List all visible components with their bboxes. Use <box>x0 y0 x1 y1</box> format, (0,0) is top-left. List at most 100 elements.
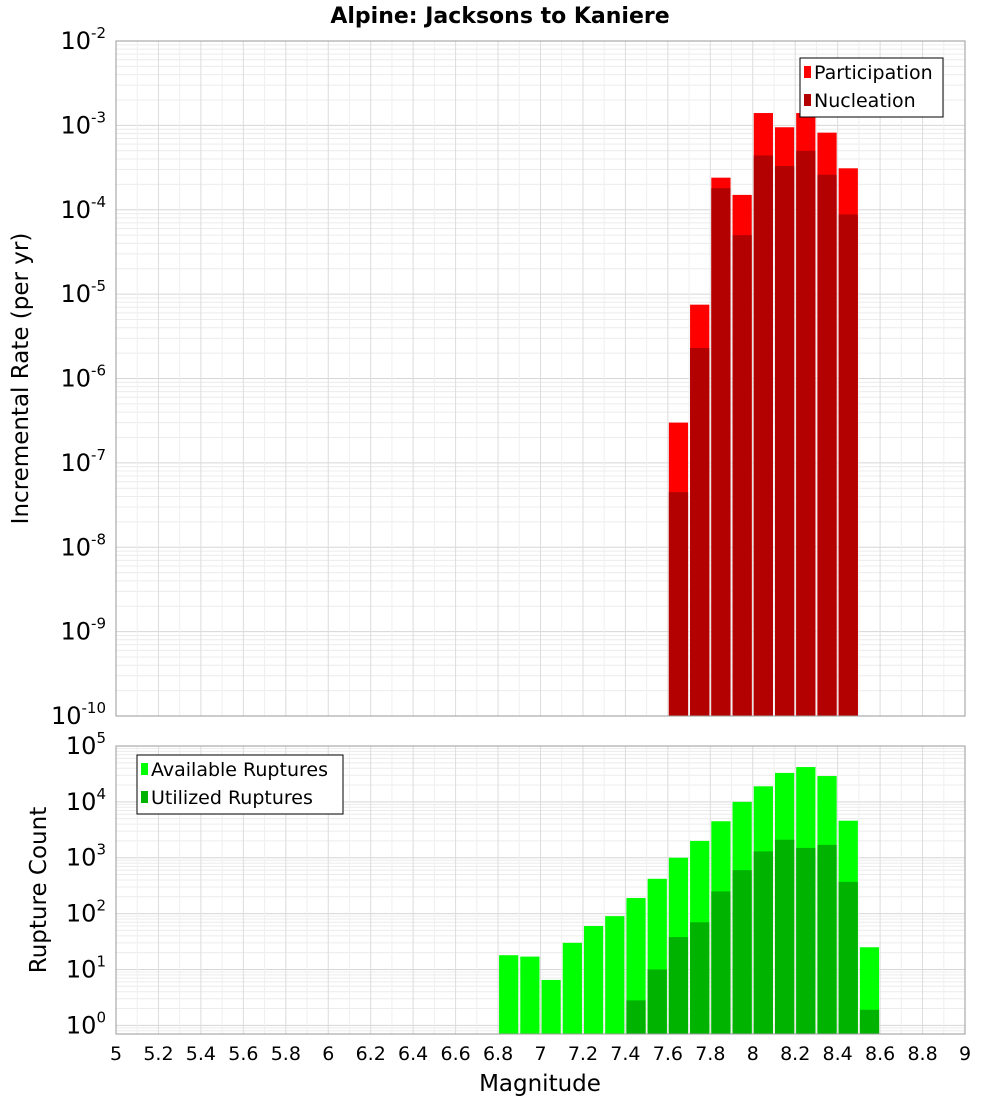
x-tick-label: 6.4 <box>398 1043 428 1065</box>
bar-utilized-ruptures <box>796 847 816 1034</box>
plot-border <box>115 40 966 717</box>
y-tick-base: 10 <box>60 27 91 55</box>
bar-utilized-ruptures <box>647 969 667 1034</box>
plot-border <box>115 745 966 1035</box>
y-tick-exponent: 0 <box>96 1008 106 1026</box>
legend-label: Utilized Ruptures <box>151 787 313 809</box>
bar-available-ruptures <box>499 955 519 1034</box>
x-tick-label: 5.6 <box>228 1043 258 1065</box>
bar-utilized-ruptures <box>668 937 689 1034</box>
y-tick-base: 10 <box>66 955 97 983</box>
x-tick-label: 8.4 <box>823 1043 853 1065</box>
x-tick-label: 9 <box>959 1043 971 1065</box>
bar-available-ruptures <box>562 942 582 1034</box>
legend-box <box>799 57 944 118</box>
bar-nucleation <box>774 166 795 717</box>
x-tick-label: 8.6 <box>865 1043 895 1065</box>
x-tick-label: 6 <box>322 1043 334 1065</box>
y-tick-label: 10-3 <box>60 108 106 139</box>
y-tick-exponent: 4 <box>96 785 106 803</box>
x-tick-label: 7 <box>534 1043 546 1065</box>
bar-nucleation <box>732 235 752 716</box>
y-tick-label: 100 <box>66 1008 106 1039</box>
x-tick-label: 8 <box>747 1043 759 1065</box>
y-tick-base: 10 <box>51 702 82 730</box>
y-tick-exponent: 1 <box>96 952 106 970</box>
y-tick-base: 10 <box>66 1011 97 1039</box>
y-tick-exponent: 5 <box>96 729 106 747</box>
y-axis-label: Incremental Rate (per yr) <box>8 233 34 525</box>
bar-nucleation <box>753 155 773 716</box>
y-tick-base: 10 <box>66 844 97 872</box>
y-tick-base: 10 <box>60 196 91 224</box>
x-tick-label: 7.8 <box>695 1043 725 1065</box>
bar-utilized-ruptures <box>732 870 752 1034</box>
y-tick-label: 102 <box>66 897 106 928</box>
legend-swatch <box>141 763 148 775</box>
bar-available-ruptures <box>541 979 561 1034</box>
bar-utilized-ruptures <box>711 891 731 1034</box>
y-tick-exponent: -10 <box>82 699 107 717</box>
legend-label: Available Ruptures <box>151 759 328 781</box>
x-axis-label: Magnitude <box>479 1071 601 1097</box>
plot-panel-1: 10-1010-910-810-710-610-510-410-310-2Inc… <box>8 24 966 730</box>
y-tick-base: 10 <box>66 788 97 816</box>
x-tick-label: 7.6 <box>653 1043 683 1065</box>
y-tick-label: 10-2 <box>60 24 106 55</box>
x-tick-label: 6.2 <box>356 1043 386 1065</box>
y-tick-label: 104 <box>66 785 106 816</box>
y-tick-exponent: 3 <box>96 841 106 859</box>
bar-available-ruptures <box>605 916 625 1034</box>
y-tick-exponent: 2 <box>96 897 106 915</box>
y-tick-label: 103 <box>66 841 106 872</box>
legend-swatch <box>804 66 811 78</box>
y-tick-exponent: -8 <box>91 530 106 548</box>
x-tick-label: 6.8 <box>483 1043 513 1065</box>
legend-label: Nucleation <box>814 90 916 112</box>
y-axis-label: Rupture Count <box>26 807 52 973</box>
bar-utilized-ruptures <box>626 1000 646 1034</box>
x-tick-label: 7.4 <box>610 1043 640 1065</box>
legend-swatch <box>804 94 811 106</box>
y-tick-label: 10-8 <box>60 530 106 561</box>
y-tick-base: 10 <box>60 449 91 477</box>
y-tick-base: 10 <box>60 111 91 139</box>
y-tick-label: 10-9 <box>60 615 106 646</box>
bar-utilized-ruptures <box>838 881 858 1034</box>
y-tick-exponent: -3 <box>91 108 106 126</box>
legend-label: Participation <box>814 62 933 84</box>
y-tick-exponent: -4 <box>91 193 106 211</box>
x-tick-label: 6.6 <box>440 1043 470 1065</box>
y-tick-exponent: -6 <box>91 362 106 380</box>
bar-utilized-ruptures <box>774 839 795 1034</box>
x-tick-label: 8.8 <box>907 1043 937 1065</box>
x-tick-label: 8.2 <box>780 1043 810 1065</box>
y-tick-base: 10 <box>60 365 91 393</box>
y-tick-label: 10-5 <box>60 277 106 308</box>
legend-box <box>136 754 344 815</box>
bar-available-ruptures <box>583 926 604 1034</box>
y-tick-exponent: -5 <box>91 277 106 295</box>
y-tick-label: 10-10 <box>51 699 106 730</box>
y-tick-label: 10-7 <box>60 446 106 477</box>
y-tick-label: 10-6 <box>60 362 106 393</box>
bar-utilized-ruptures <box>859 1009 880 1034</box>
y-tick-exponent: -9 <box>91 615 106 633</box>
x-tick-label: 5.8 <box>271 1043 301 1065</box>
y-tick-label: 101 <box>66 952 106 983</box>
bar-nucleation <box>711 188 731 717</box>
x-tick-label: 5.4 <box>186 1043 216 1065</box>
y-tick-base: 10 <box>60 280 91 308</box>
y-tick-exponent: -7 <box>91 446 106 464</box>
x-tick-label: 5.2 <box>143 1043 173 1065</box>
bar-nucleation <box>796 150 816 716</box>
legend-swatch <box>141 791 148 803</box>
y-tick-label: 105 <box>66 729 106 760</box>
bar-nucleation <box>690 347 710 716</box>
bar-utilized-ruptures <box>690 922 710 1034</box>
y-tick-base: 10 <box>60 618 91 646</box>
bar-available-ruptures <box>520 956 540 1034</box>
